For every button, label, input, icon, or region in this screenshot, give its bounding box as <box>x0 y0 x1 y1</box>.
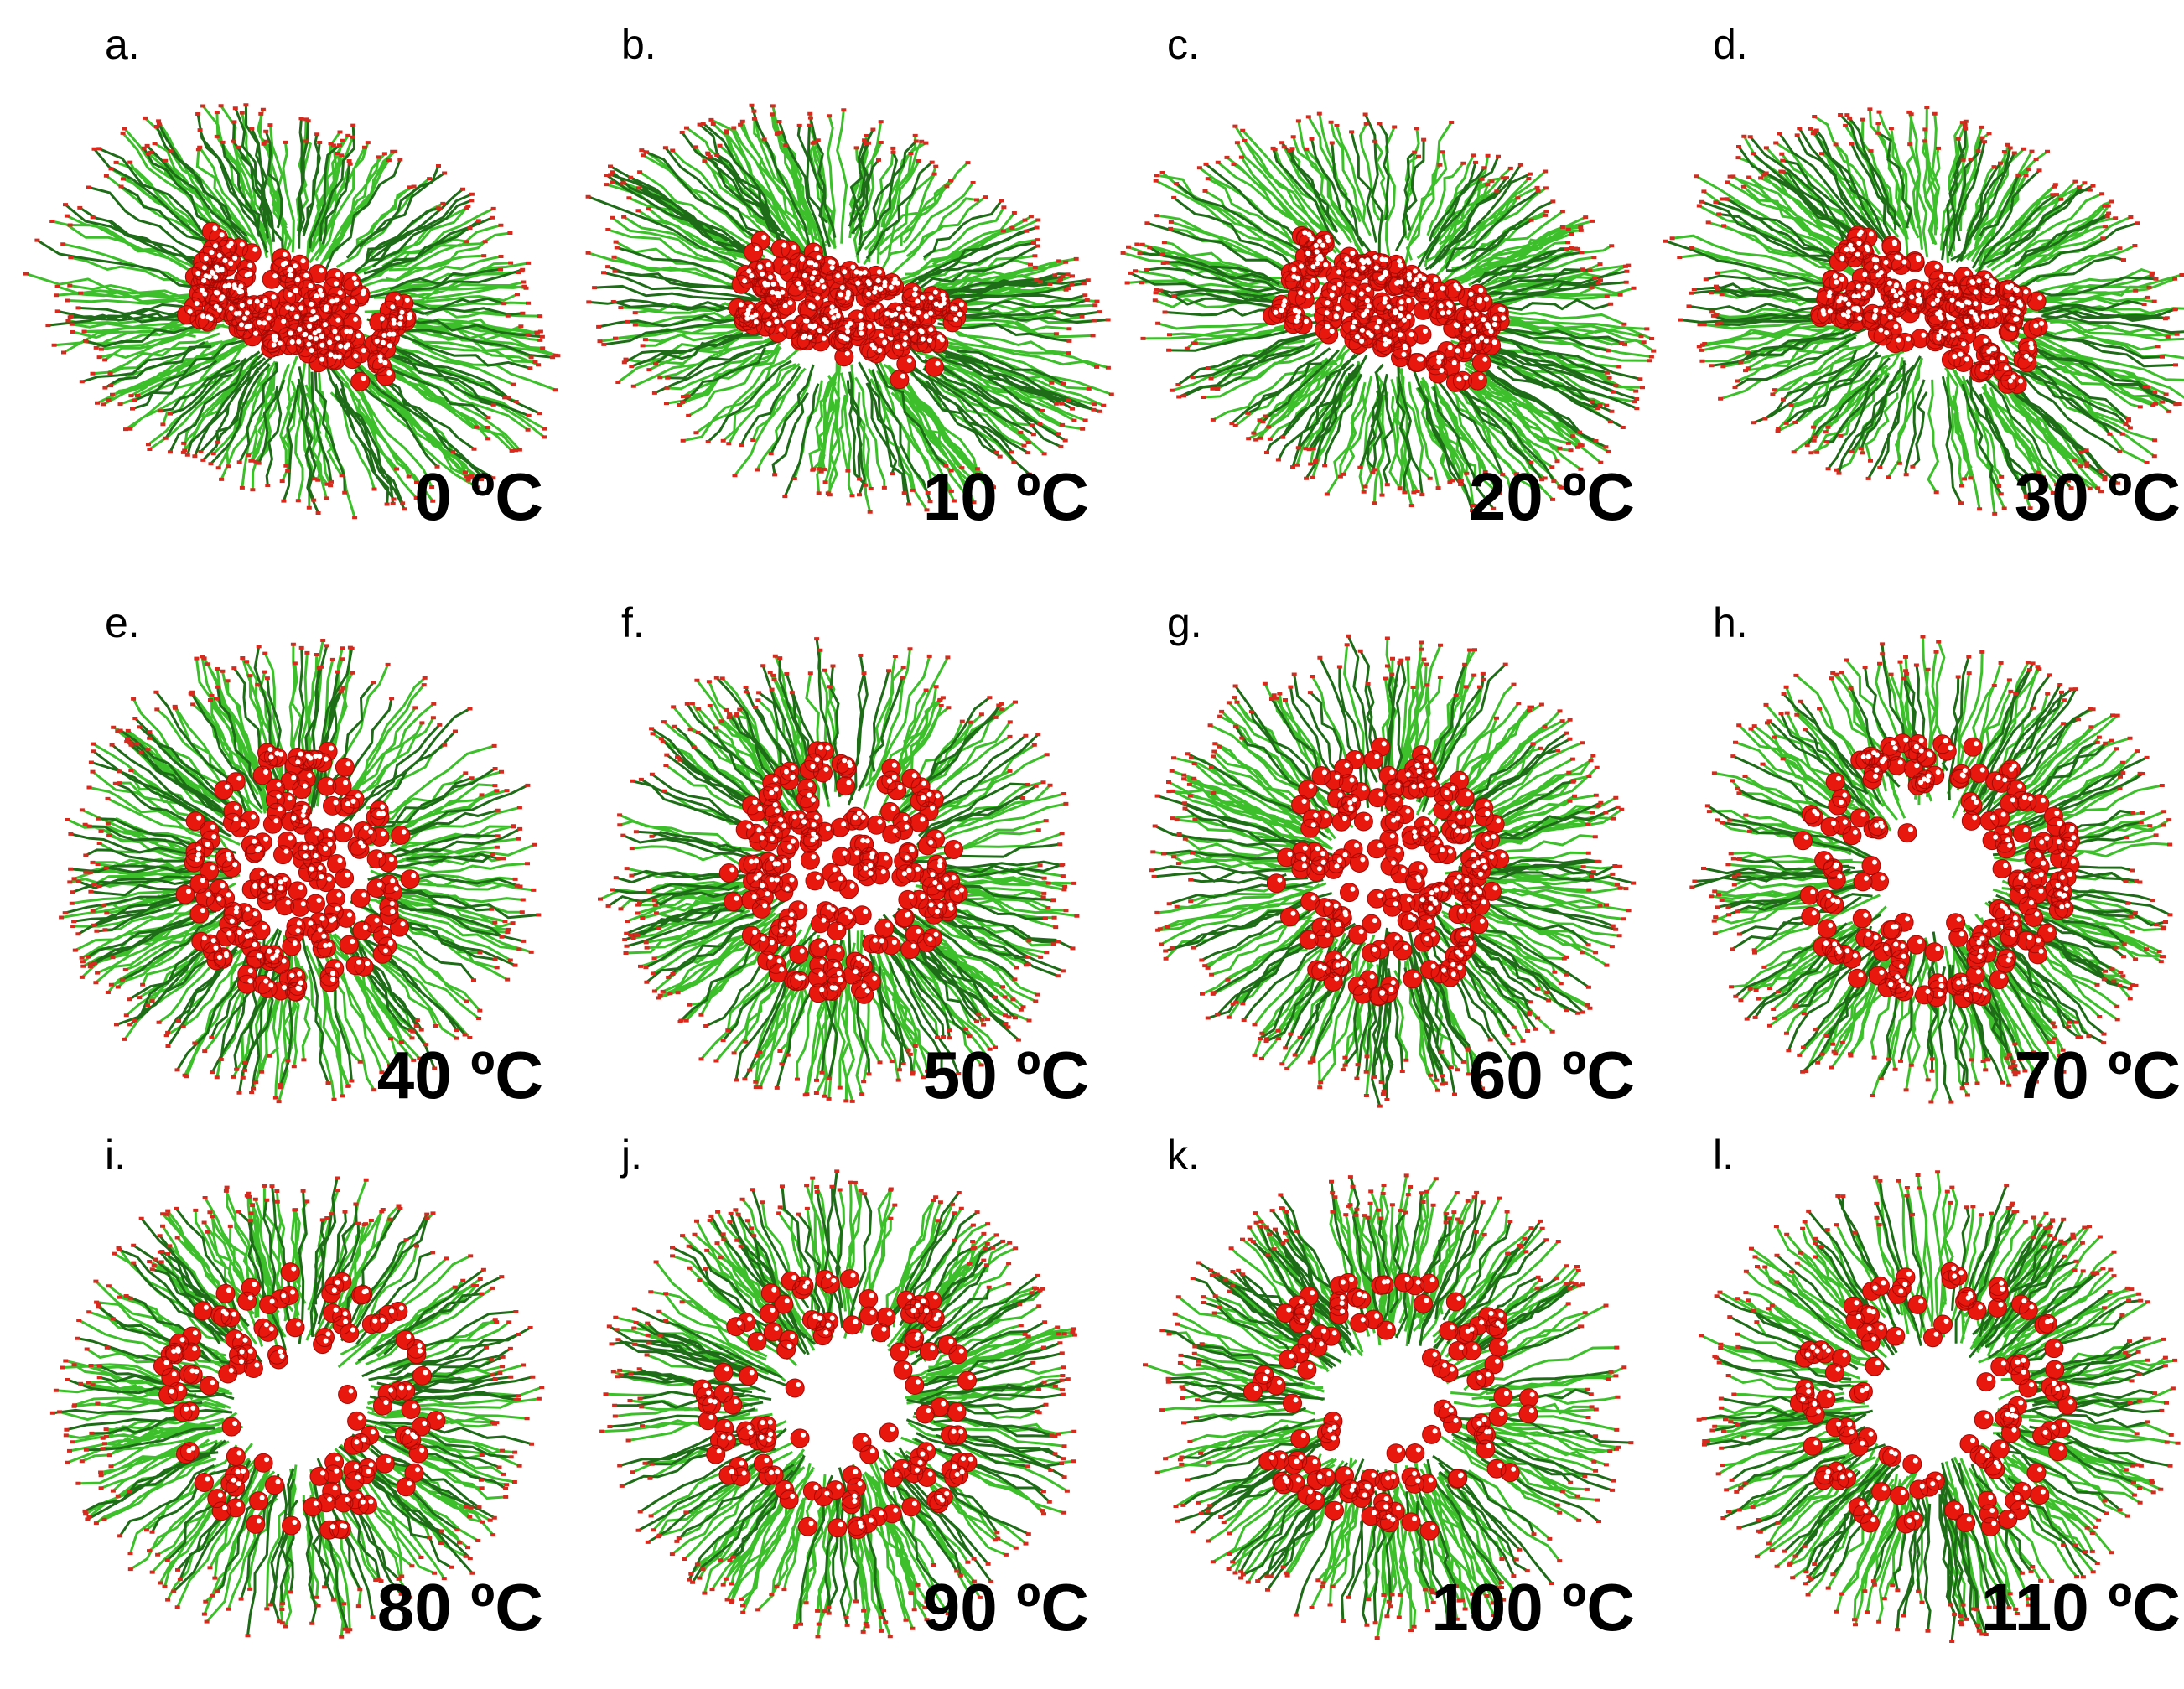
lipid-heads <box>585 103 1114 514</box>
panel-label: b. <box>621 21 656 68</box>
lipid-heads <box>1689 635 2173 1104</box>
lipid-heads <box>49 1176 545 1639</box>
lipid-tails-dark <box>36 105 553 514</box>
lipid-heads <box>1120 111 1657 513</box>
panel-caption: 80 ºC <box>377 1570 543 1645</box>
lipid-tails <box>588 106 1113 513</box>
panel-label: h. <box>1713 599 1748 646</box>
lipid-tails-dark <box>1691 644 2171 1103</box>
lipid-tails-dark <box>65 645 539 1093</box>
molecule-panel: g. 60 ºC <box>1149 599 1637 1112</box>
lipid-heads <box>598 637 1080 1103</box>
lipid-heads <box>59 639 542 1104</box>
lipid-heads <box>23 103 561 520</box>
water-core <box>177 221 417 391</box>
panel-caption: 90 ºC <box>923 1570 1089 1645</box>
panel-caption: 0 ºC <box>414 459 543 534</box>
water-highlight <box>1273 230 1507 382</box>
lipid-tails <box>60 640 536 1102</box>
panel-label: k. <box>1167 1132 1200 1179</box>
panel-caption: 60 ºC <box>1469 1038 1635 1112</box>
lipid-tails-dark <box>607 638 1074 1089</box>
water-highlight <box>703 1272 973 1529</box>
panel-label: f. <box>621 599 645 646</box>
panel-label: g. <box>1167 599 1202 646</box>
lipid-tails-dark <box>1129 113 1641 511</box>
molecule-panel: e. 40 ºC <box>59 599 543 1112</box>
water-core <box>718 741 968 1004</box>
water-highlight <box>163 1266 442 1530</box>
lipid-tails-dark <box>588 105 1108 505</box>
panel-caption: 50 ºC <box>923 1038 1089 1112</box>
panel-caption: 40 ºC <box>377 1038 543 1112</box>
panel-label: j. <box>620 1132 642 1179</box>
lipid-tails-dark <box>609 1171 1069 1626</box>
water-highlight <box>738 235 964 379</box>
molecule-panel: h. 70 ºC <box>1689 599 2181 1112</box>
molecule-panel: a. 0 ºC <box>23 21 561 534</box>
molecule-panel: i. 80 ºC <box>49 1132 545 1645</box>
water-core <box>1243 1272 1539 1541</box>
panel-caption: 20 ºC <box>1469 459 1635 534</box>
panel-caption: 110 ºC <box>1981 1570 2181 1645</box>
lipid-heads <box>1696 1170 2181 1643</box>
panel-label: c. <box>1167 21 1200 68</box>
water-core <box>1266 737 1510 1007</box>
panel-label: i. <box>105 1132 126 1179</box>
water-highlight <box>1820 229 2045 384</box>
water-highlight <box>1800 1266 2073 1526</box>
molecule-panel: k. 100 ºC <box>1143 1132 1635 1645</box>
lipid-tails-dark <box>52 1178 533 1636</box>
molecule-panel: b. 10 ºC <box>585 21 1114 534</box>
molecule-panel: d. 30 ºC <box>1663 21 2184 534</box>
panel-caption: 100 ºC <box>1431 1570 1635 1645</box>
lipid-heads <box>1663 106 2184 516</box>
panel-label: a. <box>105 21 140 68</box>
lipid-heads <box>1149 634 1637 1108</box>
panel-label: d. <box>1713 21 1748 68</box>
panel-label: e. <box>105 599 140 646</box>
water-highlight <box>729 744 965 994</box>
panel-caption: 10 ºC <box>923 459 1089 534</box>
molecule-panel: l. 110 ºC <box>1696 1132 2181 1645</box>
panel-label: l. <box>1713 1132 1734 1179</box>
lipid-tails-dark <box>1151 635 1634 1107</box>
lipid-tails-dark <box>1665 113 2184 504</box>
molecule-panel: f. 50 ºC <box>598 599 1089 1112</box>
water-core <box>693 1269 978 1540</box>
water-core <box>1789 1262 2078 1536</box>
lipid-tails <box>1700 1172 2178 1635</box>
panel-caption: 70 ºC <box>2015 1038 2181 1112</box>
lipid-heads <box>1143 1173 1634 1640</box>
water-core <box>1263 225 1510 392</box>
panel-caption: 30 ºC <box>2015 459 2181 534</box>
lipid-heads <box>599 1169 1077 1639</box>
molecule-panel: j. 90 ºC <box>599 1132 1089 1645</box>
molecule-panel: c. 20 ºC <box>1120 21 1657 534</box>
